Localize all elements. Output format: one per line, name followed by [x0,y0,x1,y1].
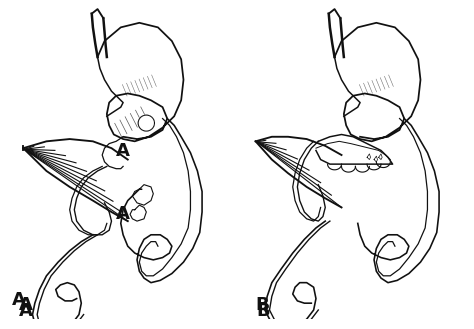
Text: B: B [255,296,269,314]
Text: A: A [18,296,32,314]
Polygon shape [138,115,155,131]
Text: A: A [11,291,26,310]
Text: A: A [116,141,130,160]
Text: A: A [116,205,130,223]
Text: B: B [256,302,270,320]
Text: A: A [19,302,33,320]
